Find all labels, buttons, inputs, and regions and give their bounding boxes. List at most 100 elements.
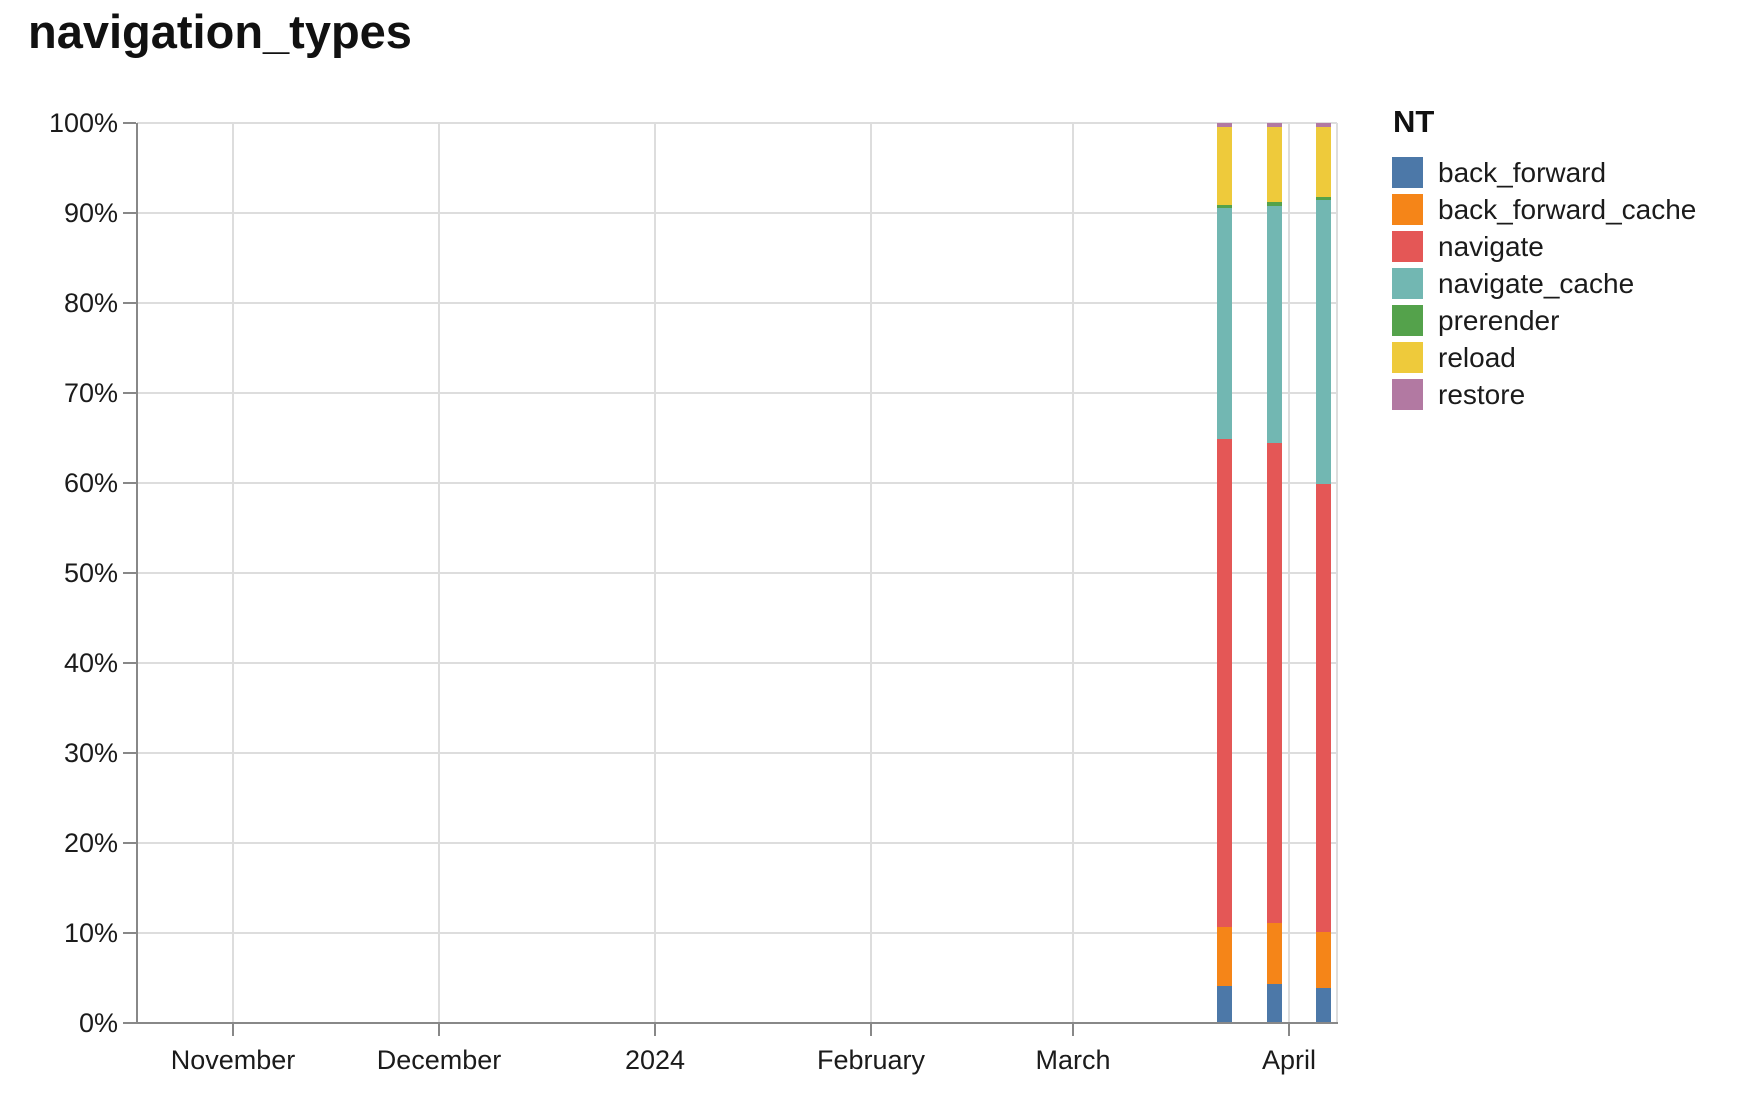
legend-label-back_forward_cache: back_forward_cache: [1438, 194, 1697, 225]
x-tick-February: [870, 1023, 873, 1036]
y-tick-label-20%: 20%: [63, 828, 118, 858]
x-tick-label-2024: 2024: [624, 1045, 686, 1075]
y-tick-10%: [123, 932, 136, 934]
y-gridline-70%: [137, 392, 1337, 394]
legend-swatch-back_forward_cache: [1392, 194, 1423, 225]
y-tick-label-70%: 70%: [63, 378, 118, 408]
y-tick-60%: [123, 482, 136, 484]
legend-swatch-restore: [1392, 379, 1423, 410]
x-gridline-December: [438, 123, 441, 1023]
plot-right-edge-gridline: [1336, 123, 1338, 1023]
y-gridline-100%: [137, 122, 1337, 124]
bar-1-segment-reload: [1217, 126, 1232, 205]
bar-2-segment-back_forward: [1267, 984, 1283, 1023]
bar-1-segment-restore: [1217, 123, 1232, 127]
legend-label-navigate: navigate: [1438, 231, 1544, 262]
bar-3-segment-prerender: [1316, 196, 1331, 201]
x-gridline-April: [1288, 123, 1290, 1023]
y-tick-label-0%: 0%: [78, 1008, 118, 1038]
legend-item-restore: restore: [1392, 379, 1696, 410]
bar-1-segment-prerender: [1217, 204, 1232, 208]
bar-3-segment-navigate_cache: [1316, 200, 1331, 484]
x-gridline-November: [232, 123, 234, 1023]
bar-1-segment-navigate_cache: [1217, 207, 1232, 439]
legend-swatch-navigate_cache: [1392, 268, 1423, 299]
legend-swatch-prerender: [1392, 305, 1423, 336]
legend-label-prerender: prerender: [1438, 305, 1560, 336]
x-tick-March: [1072, 1023, 1074, 1036]
y-tick-label-90%: 90%: [63, 198, 118, 228]
legend-item-navigate: navigate: [1392, 231, 1696, 262]
legend-swatch-reload: [1392, 342, 1423, 373]
legend-swatch-navigate: [1392, 231, 1423, 262]
x-tick-label-March: March: [1035, 1045, 1111, 1075]
legend-item-back_forward: back_forward: [1392, 157, 1696, 188]
y-tick-label-30%: 30%: [63, 738, 118, 768]
y-tick-40%: [123, 662, 136, 664]
bar-2-segment-prerender: [1267, 202, 1283, 206]
bar-3-segment-back_forward: [1316, 987, 1331, 1023]
x-tick-label-April: April: [1261, 1045, 1316, 1075]
bar-1-segment-navigate: [1217, 438, 1232, 927]
y-tick-label-50%: 50%: [63, 558, 118, 588]
y-tick-80%: [123, 302, 136, 304]
legend-item-reload: reload: [1392, 342, 1696, 373]
bar-1-segment-back_forward: [1217, 986, 1232, 1023]
x-tick-label-December: December: [376, 1045, 502, 1075]
bar-2-segment-restore: [1267, 123, 1283, 127]
y-tick-70%: [123, 392, 136, 394]
y-tick-90%: [123, 212, 136, 214]
y-gridline-90%: [137, 212, 1337, 214]
legend-label-restore: restore: [1438, 379, 1526, 410]
x-gridline-March: [1072, 123, 1074, 1023]
y-gridline-50%: [137, 572, 1337, 574]
stacked-bar-1: [1217, 123, 1232, 1023]
y-tick-0%: [123, 1022, 136, 1024]
bar-1-segment-back_forward_cache: [1217, 926, 1232, 987]
y-tick-100%: [123, 122, 136, 124]
y-axis-domain-line: [136, 123, 138, 1023]
y-tick-label-40%: 40%: [63, 648, 118, 678]
x-tick-April: [1288, 1023, 1290, 1036]
y-tick-20%: [123, 842, 136, 844]
bar-3-segment-restore: [1316, 123, 1331, 127]
y-tick-30%: [123, 752, 136, 754]
stacked-bar-3: [1316, 123, 1331, 1023]
y-gridline-60%: [137, 482, 1337, 484]
x-gridline-2024: [654, 123, 657, 1023]
y-tick-label-80%: 80%: [63, 288, 118, 318]
plot-area: [137, 122, 1338, 1023]
legend-item-navigate_cache: navigate_cache: [1392, 268, 1696, 299]
bar-2-segment-back_forward_cache: [1267, 923, 1283, 985]
x-tick-label-November: November: [170, 1045, 296, 1075]
y-gridline-20%: [137, 842, 1337, 844]
stacked-bar-2: [1267, 123, 1283, 1023]
x-gridline-February: [870, 123, 873, 1023]
chart-title: navigation_types: [28, 5, 412, 58]
legend-items: back_forward back_forward_cache navigate na…: [1392, 157, 1696, 410]
y-gridline-10%: [137, 932, 1337, 934]
legend-swatch-back_forward: [1392, 157, 1423, 188]
bar-2-segment-navigate_cache: [1267, 205, 1283, 444]
legend-item-prerender: prerender: [1392, 305, 1696, 336]
bar-3-segment-reload: [1316, 126, 1331, 197]
legend-title: NT: [1393, 104, 1435, 139]
x-tick-label-February: February: [817, 1045, 926, 1075]
bar-2-segment-navigate: [1267, 443, 1283, 924]
y-tick-label-10%: 10%: [63, 918, 118, 948]
legend-item-back_forward_cache: back_forward_cache: [1392, 194, 1696, 225]
y-tick-label-100%: 100%: [48, 108, 118, 138]
y-gridline-30%: [137, 752, 1337, 754]
legend-label-navigate_cache: navigate_cache: [1438, 268, 1635, 299]
x-tick-2024: [654, 1023, 657, 1036]
legend-label-reload: reload: [1438, 342, 1516, 373]
x-axis-domain-line: [136, 1022, 1338, 1024]
bar-3-segment-back_forward_cache: [1316, 932, 1331, 988]
x-tick-December: [438, 1023, 441, 1036]
bar-2-segment-reload: [1267, 126, 1283, 203]
legend-label-back_forward: back_forward: [1438, 157, 1607, 188]
y-gridline-40%: [137, 662, 1337, 664]
x-tick-November: [232, 1023, 234, 1036]
